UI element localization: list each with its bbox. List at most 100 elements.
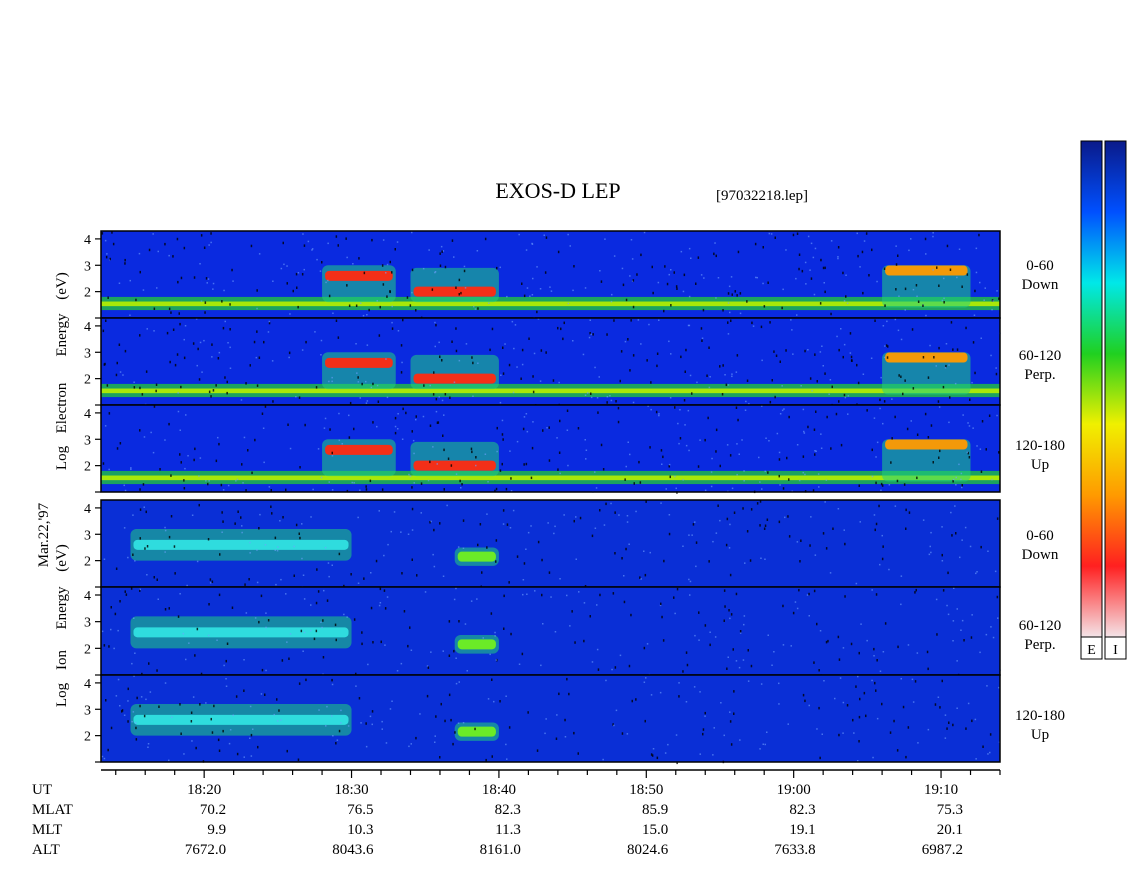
noise-speck: [146, 574, 148, 576]
noise-dot: [495, 539, 498, 542]
noise-dot: [577, 752, 579, 755]
noise-speck: [411, 231, 413, 234]
noise-speck: [110, 628, 112, 631]
spectrum-band-core: [101, 388, 1000, 394]
noise-dot: [118, 343, 121, 346]
noise-speck: [987, 550, 989, 552]
noise-dot: [204, 301, 207, 304]
noise-speck: [643, 550, 645, 552]
pitch-angle-label: 60-120: [1019, 618, 1062, 634]
noise-dot: [462, 519, 465, 522]
noise-dot: [830, 312, 832, 316]
noise-speck: [546, 427, 548, 429]
noise-dot: [435, 323, 437, 327]
noise-speck: [704, 489, 707, 492]
noise-speck: [759, 748, 761, 750]
noise-speck: [724, 374, 726, 376]
noise-speck: [229, 346, 231, 349]
noise-dot: [982, 745, 984, 748]
noise-dot: [731, 293, 733, 296]
noise-speck: [544, 732, 546, 735]
noise-speck: [297, 272, 300, 274]
noise-dot: [338, 729, 341, 733]
noise-dot: [632, 305, 635, 309]
noise-speck: [680, 250, 683, 253]
noise-dot: [427, 666, 430, 669]
noise-dot: [883, 267, 886, 270]
y-tick-label: 2: [84, 373, 91, 388]
noise-speck: [370, 386, 373, 389]
noise-speck: [976, 571, 978, 573]
noise-dot: [532, 375, 534, 378]
noise-dot: [924, 237, 927, 241]
noise-speck: [289, 313, 291, 315]
noise-speck: [476, 598, 478, 600]
noise-dot: [251, 471, 253, 475]
noise-speck: [711, 457, 713, 460]
noise-speck: [556, 437, 558, 439]
noise-speck: [925, 314, 927, 317]
noise-dot: [139, 386, 141, 390]
noise-speck: [207, 278, 210, 280]
noise-dot: [371, 710, 374, 713]
noise-speck: [956, 608, 958, 610]
noise-dot: [108, 645, 110, 648]
noise-dot: [649, 446, 651, 449]
noise-dot: [630, 613, 632, 617]
noise-dot: [523, 562, 526, 565]
noise-speck: [859, 521, 861, 523]
noise-dot: [215, 459, 218, 463]
noise-speck: [872, 756, 874, 759]
pitch-angle-label: 0-60: [1026, 258, 1054, 274]
noise-speck: [971, 614, 973, 616]
noise-speck: [540, 664, 542, 667]
noise-dot: [813, 589, 816, 593]
noise-speck: [301, 557, 303, 560]
noise-speck: [430, 651, 432, 653]
noise-speck: [916, 295, 918, 298]
noise-speck: [518, 663, 521, 665]
noise-dot: [934, 703, 937, 706]
noise-speck: [814, 554, 817, 556]
noise-speck: [610, 502, 612, 505]
noise-speck: [985, 633, 988, 636]
noise-dot: [124, 258, 126, 262]
noise-speck: [391, 700, 393, 702]
noise-dot: [814, 353, 816, 356]
noise-speck: [356, 372, 358, 374]
noise-dot: [985, 448, 987, 451]
noise-dot: [849, 332, 852, 335]
noise-dot: [256, 330, 258, 333]
noise-dot: [176, 237, 179, 241]
noise-dot: [941, 553, 943, 557]
noise-dot: [435, 715, 437, 718]
noise-dot: [896, 749, 899, 752]
noise-speck: [879, 670, 882, 672]
noise-speck: [522, 579, 525, 581]
noise-dot: [365, 722, 367, 725]
noise-dot: [292, 289, 294, 293]
noise-dot: [998, 451, 1000, 454]
noise-dot: [235, 695, 238, 698]
noise-dot: [495, 560, 497, 563]
noise-dot: [733, 511, 736, 514]
noise-speck: [355, 685, 357, 687]
noise-speck: [267, 331, 270, 333]
noise-dot: [630, 319, 632, 322]
noise-speck: [232, 280, 234, 282]
noise-dot: [116, 447, 119, 450]
noise-speck: [698, 639, 700, 641]
noise-dot: [599, 509, 601, 512]
noise-speck: [966, 451, 969, 454]
noise-speck: [153, 330, 155, 332]
noise-speck: [106, 253, 108, 255]
noise-speck: [935, 598, 938, 601]
noise-speck: [594, 527, 597, 529]
ephemeris-value-alt: 8024.6: [627, 842, 669, 858]
noise-speck: [714, 242, 716, 244]
noise-dot: [382, 283, 385, 286]
noise-dot: [947, 571, 949, 575]
noise-dot: [245, 382, 247, 385]
noise-dot: [250, 733, 253, 737]
